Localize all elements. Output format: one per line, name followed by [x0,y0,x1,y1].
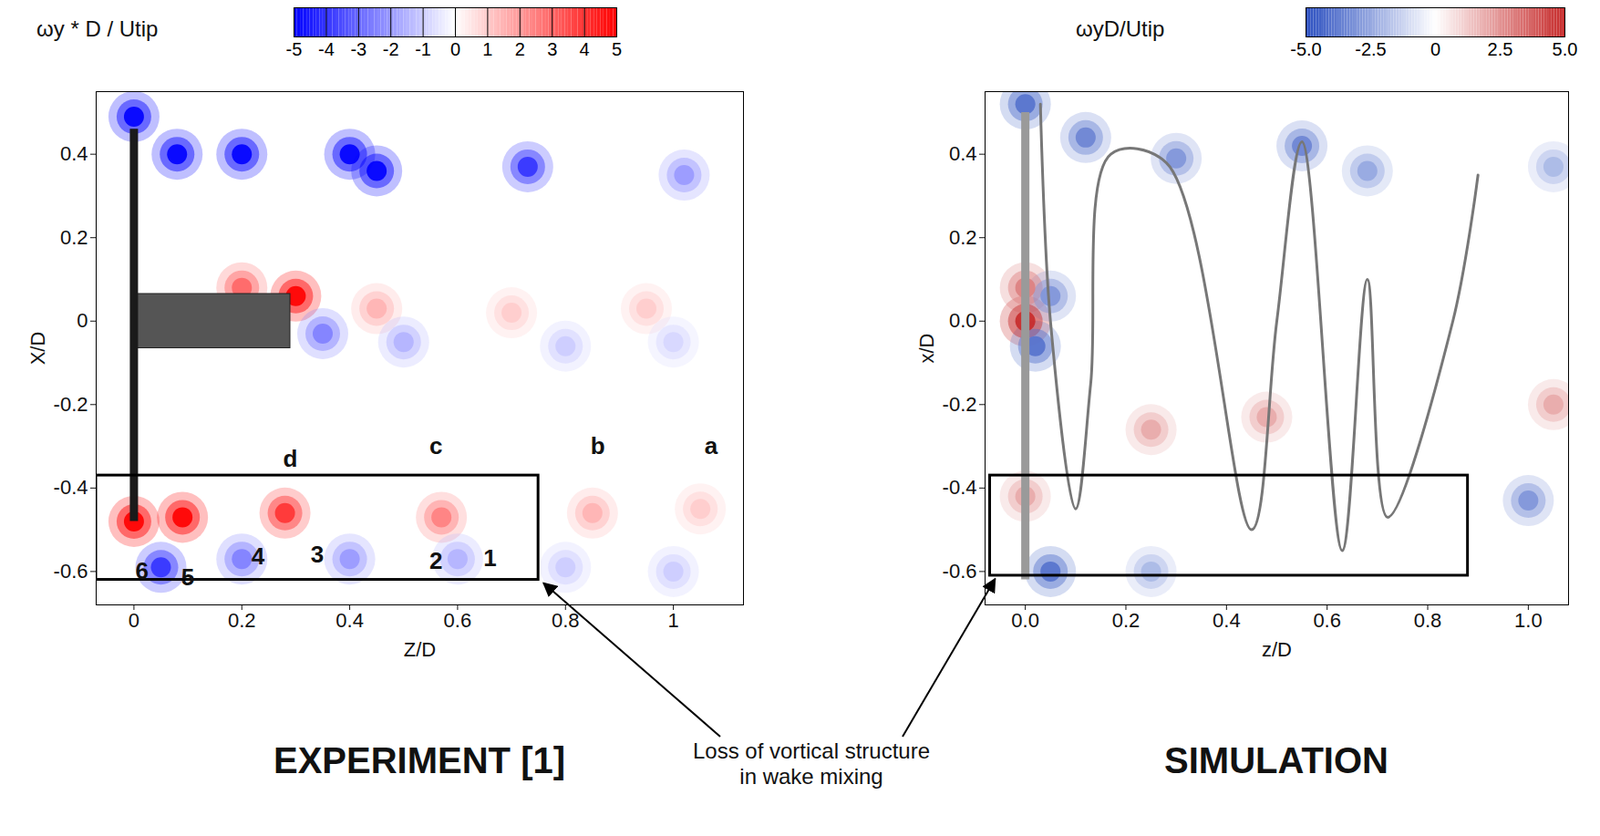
svg-text:0.4: 0.4 [949,142,978,166]
svg-text:5: 5 [611,39,622,60]
svg-text:1.0: 1.0 [1514,609,1543,632]
svg-text:3: 3 [310,540,324,568]
svg-text:-5: -5 [286,39,303,60]
svg-text:-2.5: -2.5 [1354,39,1386,60]
svg-text:1: 1 [483,544,496,572]
svg-text:5: 5 [181,563,195,591]
svg-text:1: 1 [482,39,493,60]
svg-text:X/D: X/D [26,331,50,366]
svg-text:0.2: 0.2 [60,226,89,249]
svg-text:0.8: 0.8 [1414,609,1443,632]
svg-text:-0.2: -0.2 [942,392,978,416]
svg-text:-3: -3 [350,39,367,60]
svg-text:d: d [283,444,299,473]
svg-text:0: 0 [450,39,461,60]
svg-text:0.2: 0.2 [1112,609,1141,632]
svg-text:0.0: 0.0 [1011,609,1040,632]
svg-text:2: 2 [515,39,526,60]
svg-text:b: b [590,432,606,460]
svg-text:4: 4 [251,542,266,570]
svg-text:0.2: 0.2 [949,226,978,249]
html-text:EXPERIMENT [1]: EXPERIMENT [1] [273,740,566,781]
svg-text:-0.4: -0.4 [53,475,89,499]
svg-text:a: a [704,432,719,460]
html-text:ωy * D / Utip: ωy * D / Utip [36,16,159,42]
svg-text:0: 0 [1430,39,1441,60]
svg-text:0: 0 [128,609,140,632]
svg-text:6: 6 [135,557,149,585]
svg-text:-1: -1 [414,39,432,60]
svg-text:in wake mixing: in wake mixing [739,763,883,789]
svg-text:0.6: 0.6 [443,609,473,632]
svg-text:0.8: 0.8 [551,609,580,632]
svg-text:0: 0 [76,309,88,332]
svg-text:-5.0: -5.0 [1290,39,1322,60]
html-text:ωyD/Utip: ωyD/Utip [1075,16,1165,42]
svg-text:-0.2: -0.2 [53,392,89,416]
svg-text:-0.4: -0.4 [942,475,978,499]
svg-text:-4: -4 [318,39,335,60]
svg-text:0.4: 0.4 [60,142,89,166]
svg-text:x/D: x/D [915,333,939,364]
html-text:SIMULATION: SIMULATION [1164,740,1389,781]
svg-text:-2: -2 [382,39,400,60]
svg-text:0.4: 0.4 [1212,609,1241,632]
svg-text:0.6: 0.6 [1312,609,1342,632]
svg-text:3: 3 [547,39,558,60]
svg-text:0.4: 0.4 [335,609,364,632]
svg-text:Loss of vortical structure: Loss of vortical structure [692,738,930,764]
svg-text:-0.6: -0.6 [53,559,89,583]
svg-text:-0.6: -0.6 [942,559,978,583]
svg-text:c: c [429,432,443,460]
svg-text:5.0: 5.0 [1552,39,1579,60]
svg-text:Z/D: Z/D [403,638,436,661]
svg-text:0.2: 0.2 [227,609,257,632]
svg-text:2: 2 [429,547,443,575]
svg-text:0.0: 0.0 [949,309,978,332]
svg-text:4: 4 [579,39,590,60]
svg-text:1: 1 [667,609,679,632]
svg-text:z/D: z/D [1261,638,1292,661]
svg-text:2.5: 2.5 [1487,39,1514,60]
